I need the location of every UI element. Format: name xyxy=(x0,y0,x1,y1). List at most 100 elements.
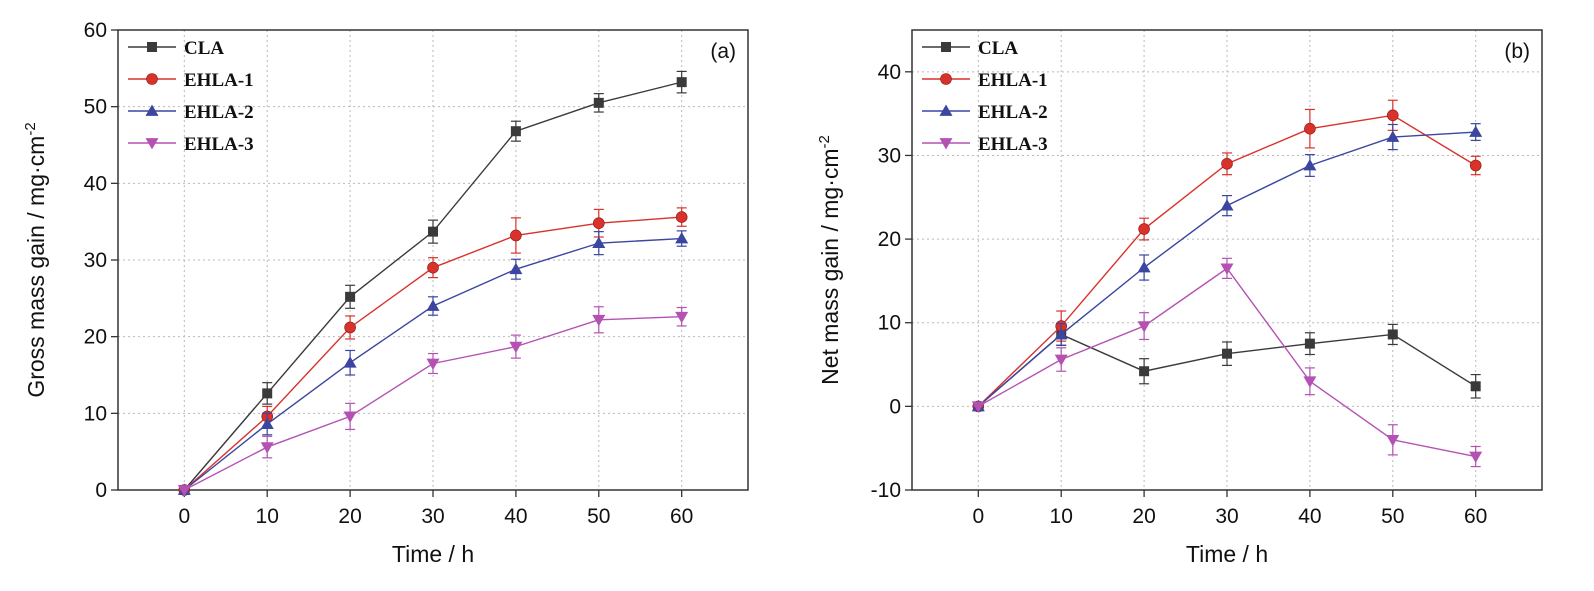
panel-label: (b) xyxy=(1504,40,1530,63)
legend-marker xyxy=(146,73,158,85)
x-axis-title: Time / h xyxy=(1186,541,1268,567)
y-tick-label: 60 xyxy=(84,19,107,42)
data-point xyxy=(343,356,357,368)
data-point xyxy=(971,401,985,413)
legend-item: CLA xyxy=(922,38,1018,59)
legend-label: EHLA-1 xyxy=(978,70,1048,91)
y-axis-title-sup: -2 xyxy=(22,122,39,135)
x-tick-label: 40 xyxy=(1298,505,1321,528)
data-point xyxy=(1138,223,1150,235)
y-tick-label: 30 xyxy=(878,144,901,167)
data-point xyxy=(592,217,605,229)
legend-label: EHLA-3 xyxy=(978,134,1048,155)
data-point xyxy=(1054,354,1068,367)
data-point xyxy=(510,126,521,137)
data-point xyxy=(1221,158,1233,170)
legend-marker xyxy=(147,42,157,52)
data-point xyxy=(343,411,357,423)
y-axis-title-main: Net mass gain / mg·cm xyxy=(817,148,843,384)
x-tick-label: 0 xyxy=(972,505,984,528)
x-tick-label: 10 xyxy=(256,505,279,528)
data-point xyxy=(509,341,523,354)
x-tick-label: 10 xyxy=(1050,505,1073,528)
series-cla xyxy=(179,70,687,495)
y-tick-label: -10 xyxy=(871,479,901,502)
data-point xyxy=(592,314,606,327)
x-tick-label: 0 xyxy=(178,505,190,528)
axis-ticks: 0 10 20 30 40 50 60 -10 0 10 20 30 40 xyxy=(871,61,1488,528)
series-layer xyxy=(971,99,1483,468)
data-point xyxy=(509,262,523,275)
legend-marker xyxy=(941,42,951,52)
y-axis-title: Gross mass gain / mg·cm-2 xyxy=(22,122,49,397)
data-point xyxy=(1304,122,1316,135)
y-tick-label: 0 xyxy=(889,395,901,418)
y-axis-title-main: Gross mass gain / mg·cm xyxy=(23,136,49,398)
data-point xyxy=(260,417,274,429)
y-tick-label: 50 xyxy=(84,96,107,119)
legend-item: EHLA-1 xyxy=(922,70,1048,91)
y-tick-label: 20 xyxy=(878,228,901,251)
chart-panel-b: 0 10 20 30 40 50 60 -10 0 10 20 30 40 CLA EHLA-1 EHLA-… xyxy=(816,29,1543,567)
y-tick-label: 30 xyxy=(84,249,107,272)
data-point xyxy=(675,232,689,244)
legend-marker xyxy=(939,104,953,116)
data-point xyxy=(427,261,439,274)
data-point xyxy=(1137,261,1151,273)
data-point xyxy=(1387,329,1398,340)
x-tick-label: 60 xyxy=(1464,505,1487,528)
y-tick-label: 10 xyxy=(878,312,901,335)
y-tick-label: 0 xyxy=(95,479,107,502)
axis-ticks: 0 10 20 30 40 50 60 0 10 20 30 40 50 60 xyxy=(84,19,694,528)
legend-item: CLA xyxy=(128,38,224,59)
series-ehla-2 xyxy=(971,123,1483,412)
x-axis-title: Time / h xyxy=(392,541,474,567)
data-point xyxy=(345,291,356,302)
legend-marker xyxy=(939,138,953,150)
data-point xyxy=(592,236,606,249)
y-axis-title: Net mass gain / mg·cm-2 xyxy=(816,135,843,385)
data-point xyxy=(344,321,356,334)
y-tick-label: 10 xyxy=(84,402,107,425)
legend: CLA EHLA-1 EHLA-2 EHLA-3 xyxy=(922,38,1048,155)
data-point xyxy=(177,485,191,497)
x-tick-label: 30 xyxy=(421,505,444,528)
panel-label: (a) xyxy=(710,40,736,63)
data-point xyxy=(1303,158,1317,171)
legend-label: EHLA-2 xyxy=(978,102,1048,123)
y-axis-title-sup: -2 xyxy=(816,135,833,148)
legend-item: EHLA-2 xyxy=(922,102,1048,123)
legend-item: EHLA-1 xyxy=(128,70,254,91)
chart-panel-a: 0 10 20 30 40 50 60 0 10 20 30 40 50 60 CLA EHLA-1 EHLA… xyxy=(22,19,749,567)
data-point xyxy=(1137,321,1151,333)
data-point xyxy=(1220,199,1234,211)
x-tick-label: 40 xyxy=(504,505,527,528)
series-ehla-2 xyxy=(177,230,689,495)
x-tick-label: 50 xyxy=(587,505,610,528)
legend-item: EHLA-2 xyxy=(128,102,254,123)
legend-label: EHLA-1 xyxy=(184,70,254,91)
series-ehla-3 xyxy=(177,306,689,497)
data-point xyxy=(1386,109,1399,122)
data-point xyxy=(1469,125,1483,137)
y-tick-label: 20 xyxy=(84,326,107,349)
legend-label: CLA xyxy=(184,38,224,59)
data-point xyxy=(1469,451,1483,464)
data-point xyxy=(428,226,438,237)
legend-label: EHLA-3 xyxy=(184,134,254,155)
y-tick-label: 40 xyxy=(84,172,107,195)
data-point xyxy=(1220,263,1234,275)
data-point xyxy=(1139,366,1150,377)
data-point xyxy=(260,442,274,454)
x-tick-label: 20 xyxy=(1132,505,1155,528)
data-point xyxy=(1469,159,1482,172)
legend-label: CLA xyxy=(978,38,1018,59)
legend: CLA EHLA-1 EHLA-2 EHLA-3 xyxy=(128,38,254,155)
data-point xyxy=(426,358,440,370)
legend-label: EHLA-2 xyxy=(184,102,254,123)
legend-marker xyxy=(145,104,159,116)
data-point xyxy=(1304,338,1315,349)
legend-item: EHLA-3 xyxy=(922,134,1048,155)
series-ehla-3 xyxy=(971,257,1483,468)
